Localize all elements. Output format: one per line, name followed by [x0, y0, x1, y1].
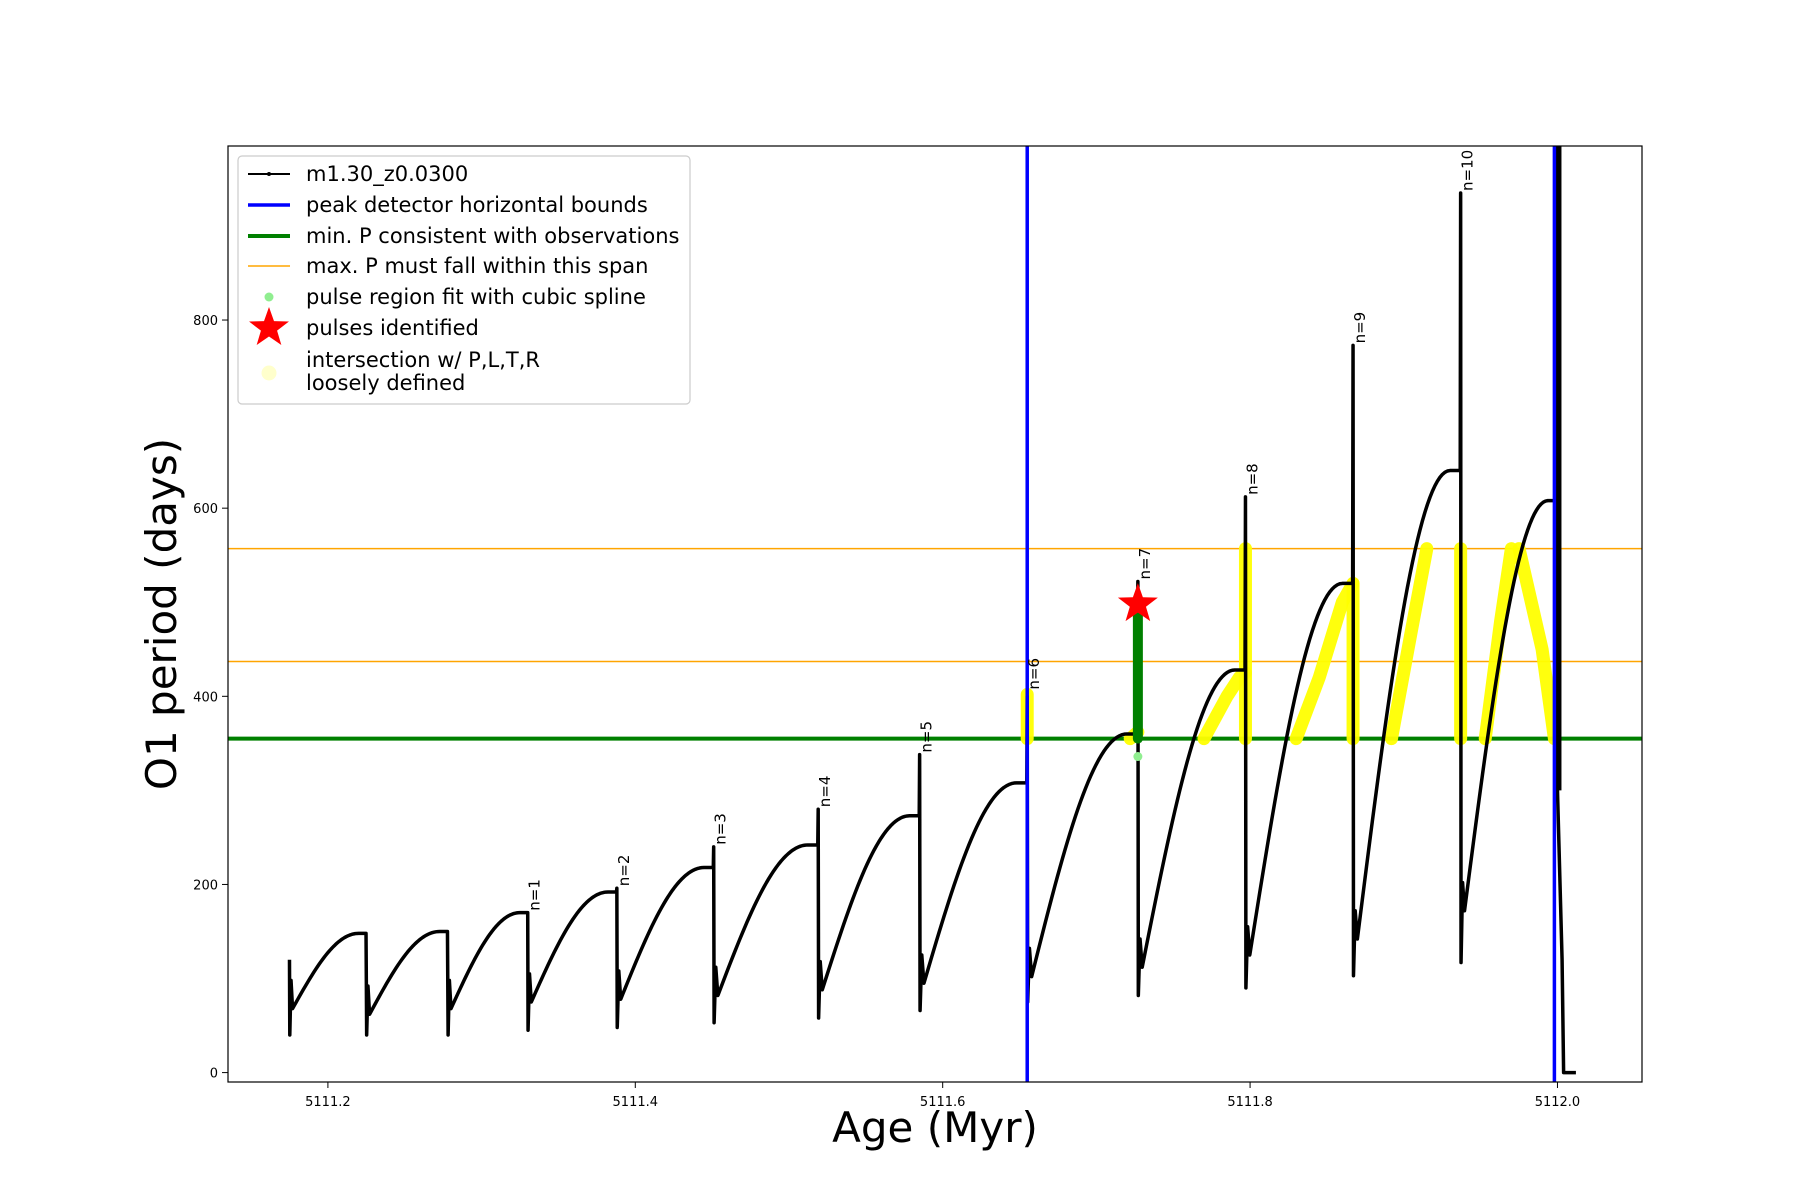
- pulse-label-10: n=10: [1459, 150, 1477, 191]
- pulse-label-3: n=3: [712, 813, 730, 845]
- legend-label: peak detector horizontal bounds: [306, 193, 648, 217]
- pulse-label-8: n=8: [1244, 463, 1262, 495]
- pulse-star: [1117, 583, 1158, 622]
- legend-label: min. P consistent with observations: [306, 224, 679, 248]
- model-curve: [287, 146, 1576, 1075]
- spline-point: [1133, 710, 1143, 720]
- legend-item-max_period: max. P must fall within this span: [248, 254, 648, 278]
- y-tick-label: 0: [210, 1067, 218, 1082]
- y-tick-label: 200: [193, 878, 218, 893]
- legend-label: pulses identified: [306, 316, 479, 340]
- spline-point: [1133, 654, 1143, 664]
- loose-segment-10: [1512, 542, 1561, 746]
- legend-label: pulse region fit with cubic spline: [306, 285, 646, 309]
- legend-handle-marker: [264, 292, 274, 302]
- y-tick-label: 400: [193, 690, 218, 705]
- pulse-label-4: n=4: [816, 776, 834, 808]
- x-tick-label: 5111.6: [920, 1095, 966, 1110]
- spline-point: [1133, 682, 1143, 692]
- pulse-label-1: n=1: [526, 879, 544, 911]
- legend-handle-marker: [267, 172, 271, 176]
- legend-label: m1.30_z0.0300: [306, 162, 468, 187]
- loose-segment-9: [1478, 542, 1518, 746]
- legend-label: intersection w/ P,L,T,R: [306, 348, 540, 372]
- loose-segment-7: [1384, 542, 1434, 746]
- plot-frame: [227, 145, 1643, 1083]
- legend-item-min_period: min. P consistent with observations: [248, 224, 679, 248]
- legend-item-bounds: peak detector horizontal bounds: [248, 193, 648, 217]
- legend-item-spline: pulse region fit with cubic spline: [264, 285, 646, 309]
- spline-point: [1133, 734, 1143, 744]
- y-tick-label: 600: [193, 502, 218, 517]
- x-tick-label: 5111.8: [1227, 1095, 1273, 1110]
- axes-layer: 5111.2 5111.4 5111.6 5111.8 5112.0 0 200 400 600…: [137, 145, 1643, 1152]
- legend-handle-star: [249, 307, 289, 345]
- legend-handle-marker: [261, 365, 277, 381]
- x-tick-label: 5112.0: [1535, 1095, 1581, 1110]
- pulse-label-7: n=7: [1136, 548, 1154, 580]
- spline-point: [1133, 752, 1143, 762]
- x-axis-title: Age (Myr): [832, 1103, 1038, 1152]
- pulse-label-2: n=2: [615, 855, 633, 887]
- data-layer: n=1 n=2 n=3 n=4 n=5 n=6 n=7 n=8 n=9 n=10: [228, 146, 1642, 1082]
- y-axis-title: O1 period (days): [137, 438, 186, 790]
- legend-label: max. P must fall within this span: [306, 254, 648, 278]
- legend-item-star: pulses identified: [249, 307, 479, 345]
- legend-box: [237, 155, 691, 405]
- legend-item-model: m1.30_z0.0300: [248, 162, 468, 187]
- x-tick-label: 5111.2: [305, 1095, 351, 1110]
- spline-point: [1133, 625, 1143, 635]
- legend-label: loosely defined: [306, 371, 465, 395]
- y-tick-label: 800: [193, 314, 218, 329]
- pulse-label-5: n=5: [918, 721, 936, 753]
- pulse-label-6: n=6: [1025, 658, 1043, 690]
- x-tick-label: 5111.4: [613, 1095, 659, 1110]
- pulse-label-9: n=9: [1351, 312, 1369, 344]
